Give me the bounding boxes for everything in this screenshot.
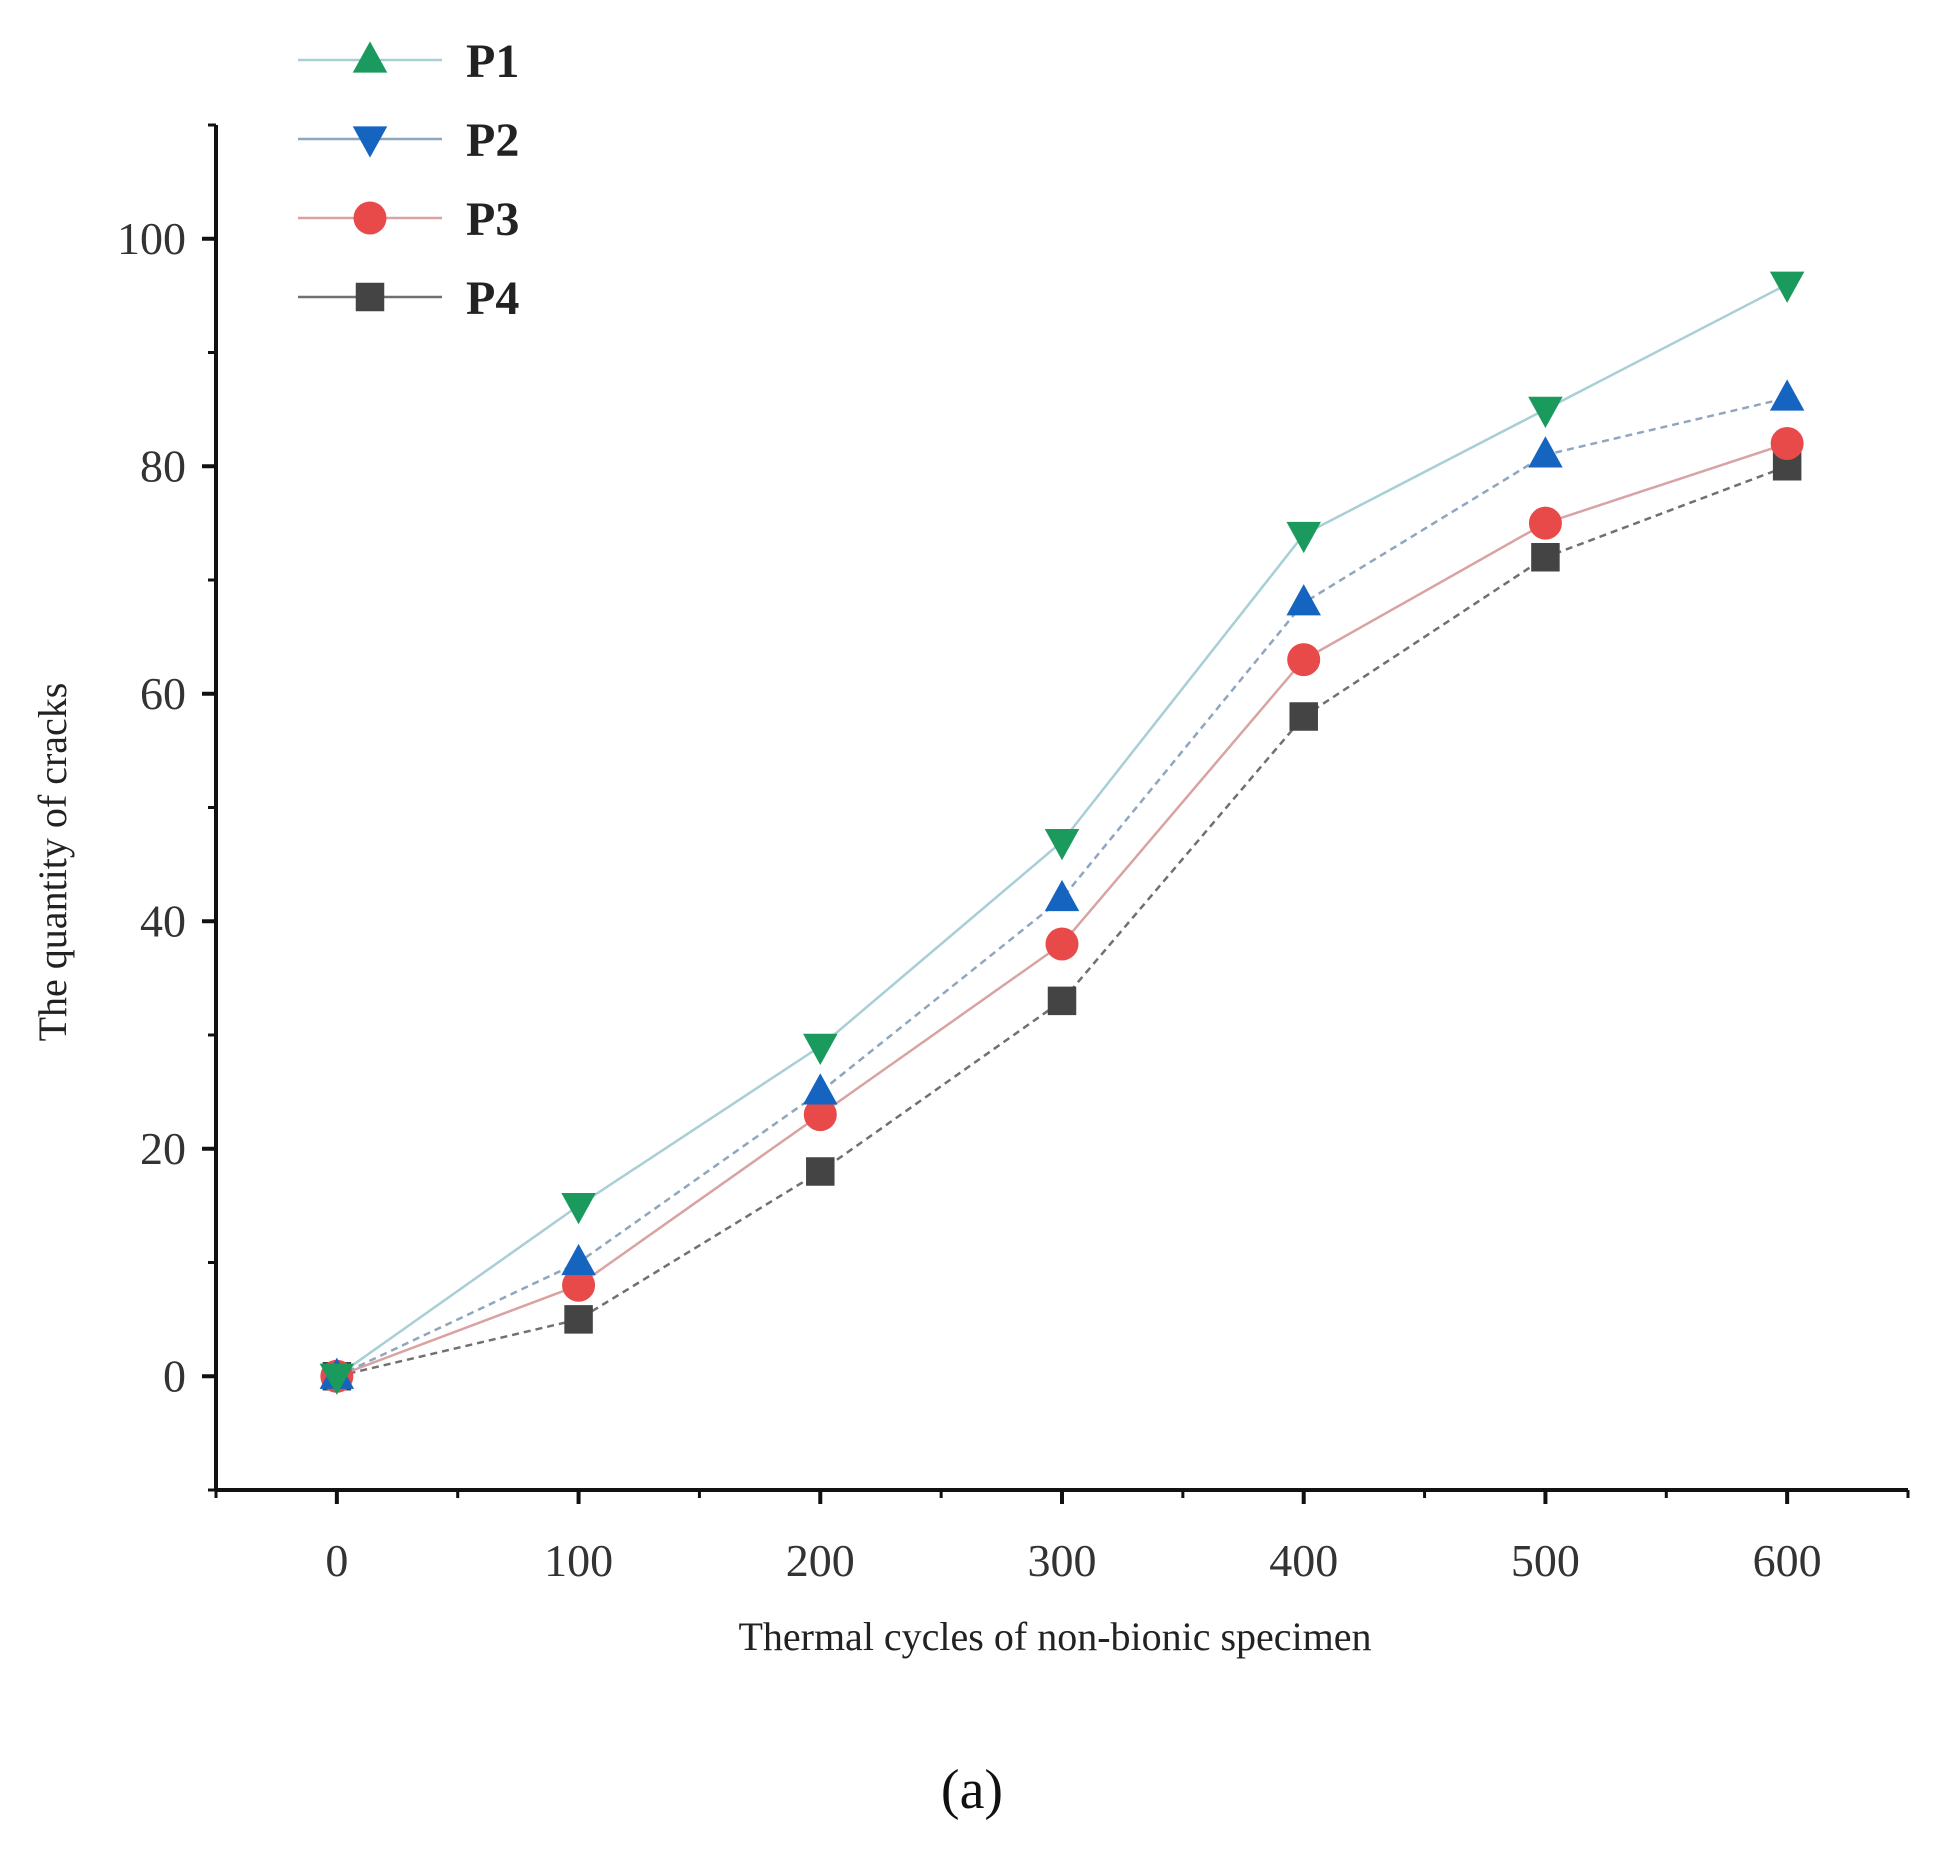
- x-tick-label: 300: [1028, 1535, 1097, 1586]
- y-tick-label: 20: [140, 1123, 186, 1174]
- legend: P1 P2 P3 P4: [298, 35, 519, 325]
- data-point-p2: [1044, 879, 1080, 912]
- x-tick-label: 500: [1511, 1535, 1580, 1586]
- data-point-p3: [803, 1098, 837, 1132]
- data-point-p1: [561, 1193, 596, 1225]
- data-point-p2: [1286, 584, 1321, 616]
- data-point-p1: [1044, 829, 1080, 861]
- data-point-p2: [803, 1073, 838, 1105]
- data-point-p2: [1769, 379, 1805, 411]
- data-point-p4: [806, 1157, 835, 1186]
- data-point-p2: [561, 1243, 596, 1276]
- legend-label-p3: P3: [466, 193, 519, 246]
- legend-marker-p3: [353, 201, 387, 235]
- y-tick-label: 100: [117, 213, 186, 264]
- data-point-p3: [1528, 506, 1562, 540]
- data-point-p4: [1047, 986, 1077, 1016]
- series-markers: [319, 271, 1805, 1395]
- x-tick-label: 200: [786, 1535, 855, 1586]
- data-point-p1: [803, 1033, 838, 1065]
- data-point-p4: [1289, 702, 1318, 731]
- x-tick-label: 0: [325, 1535, 348, 1586]
- x-tick-label: 100: [544, 1535, 613, 1586]
- data-point-p3: [1287, 643, 1321, 677]
- legend-marker-p2: [352, 126, 388, 158]
- x-tick-label: 600: [1753, 1535, 1822, 1586]
- data-point-p3: [562, 1268, 596, 1302]
- y-tick-label: 80: [140, 440, 186, 491]
- x-tick-label: 400: [1269, 1535, 1338, 1586]
- series-line-p4: [336, 465, 1788, 1378]
- legend-label-p4: P4: [466, 272, 519, 325]
- y-tick-label: 40: [140, 895, 186, 946]
- legend-label-p2: P2: [466, 114, 519, 167]
- data-point-p1: [1769, 271, 1805, 303]
- data-point-p3: [1770, 427, 1804, 460]
- legend-marker-p4: [355, 282, 385, 312]
- data-point-p4: [1531, 543, 1560, 572]
- x-axis-title: Thermal cycles of non-bionic specimen: [738, 1614, 1371, 1659]
- axes: 0 20 40 60 80 100 0 100 200 300 400 500 600: [117, 123, 1910, 1586]
- legend-label-p1: P1: [466, 35, 519, 88]
- legend-marker-p1: [352, 41, 388, 73]
- data-point-p3: [1045, 927, 1079, 961]
- data-point-p1: [1286, 521, 1321, 554]
- data-point-p2: [1528, 436, 1563, 468]
- y-tick-label: 0: [163, 1350, 186, 1401]
- y-tick-label: 60: [140, 668, 186, 719]
- figure-caption: (a): [941, 1759, 1003, 1821]
- y-axis-title: The quantity of cracks: [30, 683, 75, 1042]
- data-point-p1: [319, 1363, 355, 1395]
- data-point-p1: [1528, 396, 1563, 428]
- data-point-p4: [564, 1305, 593, 1334]
